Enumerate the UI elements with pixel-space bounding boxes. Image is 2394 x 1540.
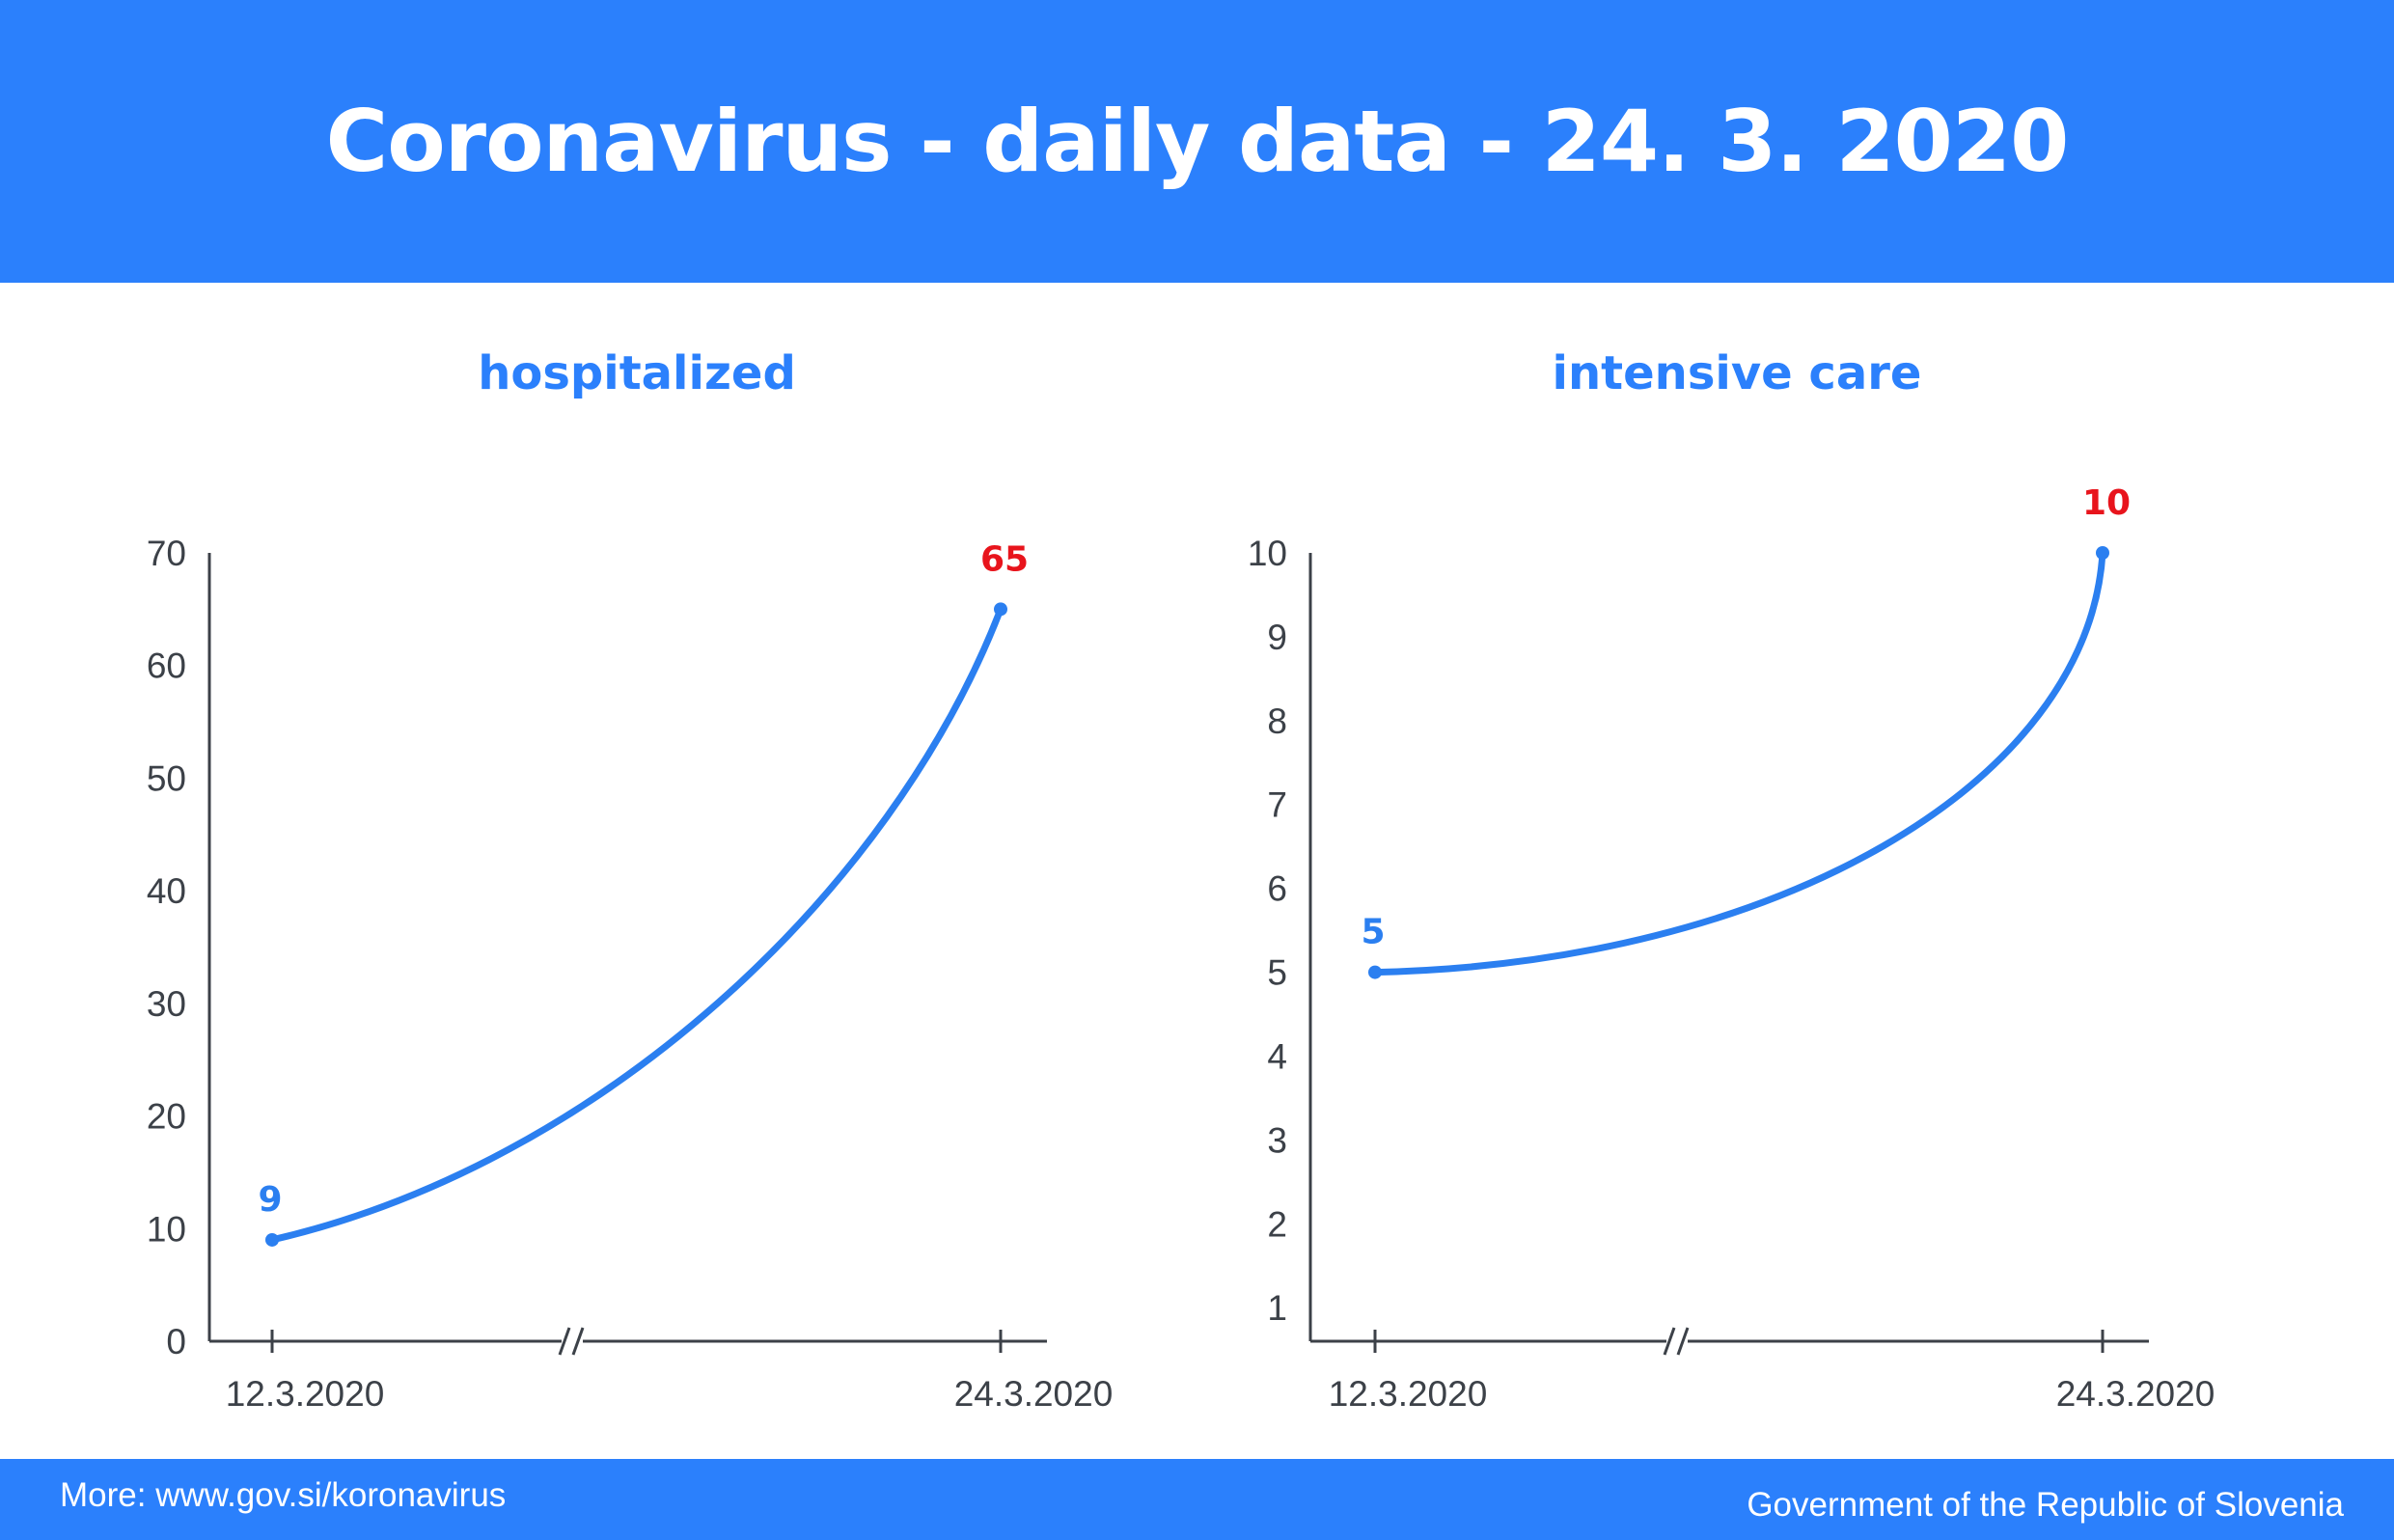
footer-organization: Government of the Republic of Slovenia	[1747, 1486, 2344, 1524]
y-tick-label: 10	[147, 1209, 186, 1249]
footer-more-link[interactable]: More: www.gov.si/koronavirus	[60, 1476, 507, 1514]
y-tick-label: 5	[1267, 953, 1287, 993]
axis-break-slash	[558, 1327, 571, 1356]
y-tick-label: 1	[1267, 1288, 1287, 1328]
y-tick-label: 70	[147, 534, 186, 573]
y-tick-label: 3	[1267, 1120, 1287, 1160]
series-line	[268, 605, 1004, 1244]
data-point	[994, 602, 1007, 617]
axis-break-slash	[571, 1327, 585, 1356]
x-tick-label: 24.3.2020	[2056, 1374, 2215, 1414]
footer-banner: More: www.gov.si/koronavirus Government …	[0, 1459, 2394, 1540]
y-tick-label: 10	[1248, 534, 1287, 573]
y-tick-label: 7	[1267, 785, 1287, 825]
chart-intensive-care: intensive care 1 2 3 4 5 6 7 8 9 10 12.3.2020 24.3.2…	[1248, 346, 2215, 1414]
y-tick-label: 50	[147, 758, 186, 798]
y-tick-label: 4	[1267, 1036, 1287, 1076]
data-label: 65	[980, 539, 1029, 579]
axis-break-slash	[1663, 1327, 1676, 1356]
data-label: 5	[1361, 913, 1385, 952]
axis-break-mark	[558, 1327, 585, 1356]
data-label: 10	[2082, 483, 2131, 523]
y-tick-label: 0	[166, 1322, 186, 1361]
chart-hospitalized: hospitalized 0 10 20 30 40 50 60 70 12.3.2020 24.3…	[147, 346, 1113, 1414]
data-point	[265, 1232, 279, 1247]
y-tick-label: 6	[1267, 869, 1287, 909]
data-point	[2096, 546, 2109, 560]
y-tick-label: 8	[1267, 701, 1287, 741]
header-banner: Coronavirus - daily data - 24. 3. 2020	[0, 0, 2394, 283]
y-tick-label: 60	[147, 646, 186, 686]
x-tick-label: 12.3.2020	[1329, 1374, 1488, 1414]
x-tick-label: 12.3.2020	[226, 1374, 385, 1414]
x-tick-label: 24.3.2020	[954, 1374, 1114, 1414]
y-tick-label: 40	[147, 871, 186, 911]
y-tick-label: 2	[1267, 1204, 1287, 1244]
axis-break-mark	[1663, 1327, 1690, 1356]
page-title: Coronavirus - daily data - 24. 3. 2020	[325, 92, 2070, 191]
y-tick-label: 20	[147, 1097, 186, 1137]
axis-break-slash	[1676, 1327, 1690, 1356]
y-tick-label: 30	[147, 984, 186, 1024]
data-label: 9	[258, 1180, 282, 1220]
y-tick-label: 9	[1267, 618, 1287, 657]
data-point	[1368, 965, 1382, 979]
charts-area: hospitalized 0 10 20 30 40 50 60 70 12.3.2020 24.3…	[147, 346, 2215, 1414]
series-line	[1371, 549, 2106, 976]
chart-title: intensive care	[1553, 346, 1922, 400]
chart-title: hospitalized	[478, 346, 796, 400]
